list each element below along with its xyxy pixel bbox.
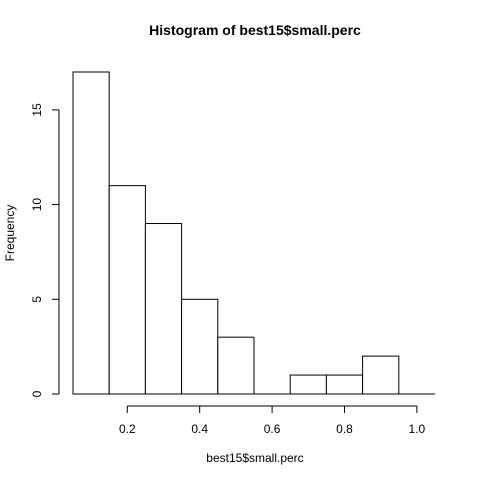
x-tick-label: 0.2	[119, 422, 136, 436]
y-tick-label: 5	[30, 296, 44, 303]
x-tick-label: 0.6	[264, 422, 281, 436]
histogram-bar	[362, 355, 400, 395]
histogram-bar	[181, 298, 219, 395]
y-tick-label: 10	[30, 198, 44, 212]
histogram-bar	[144, 223, 183, 395]
x-tick-label: 0.4	[191, 422, 208, 436]
x-tick-label: 0.8	[336, 422, 353, 436]
histogram-bar	[217, 336, 255, 395]
x-axis-label: best15$small.perc	[206, 451, 303, 465]
x-axis: 0.2 0.4 0.6 0.8 1.0	[119, 405, 426, 436]
histogram-bars	[72, 71, 435, 395]
y-axis: 0 5 10 15	[30, 103, 60, 397]
histogram-bar	[289, 374, 327, 395]
x-tick-label: 1.0	[409, 422, 426, 436]
chart-title: Histogram of best15$small.perc	[149, 22, 361, 38]
histogram-bar	[108, 185, 146, 395]
y-tick-label: 0	[30, 390, 44, 397]
histogram-bar	[325, 374, 364, 395]
y-tick-label: 15	[30, 103, 44, 117]
y-axis-label: Frequency	[3, 205, 17, 262]
histogram-bar	[72, 71, 110, 395]
